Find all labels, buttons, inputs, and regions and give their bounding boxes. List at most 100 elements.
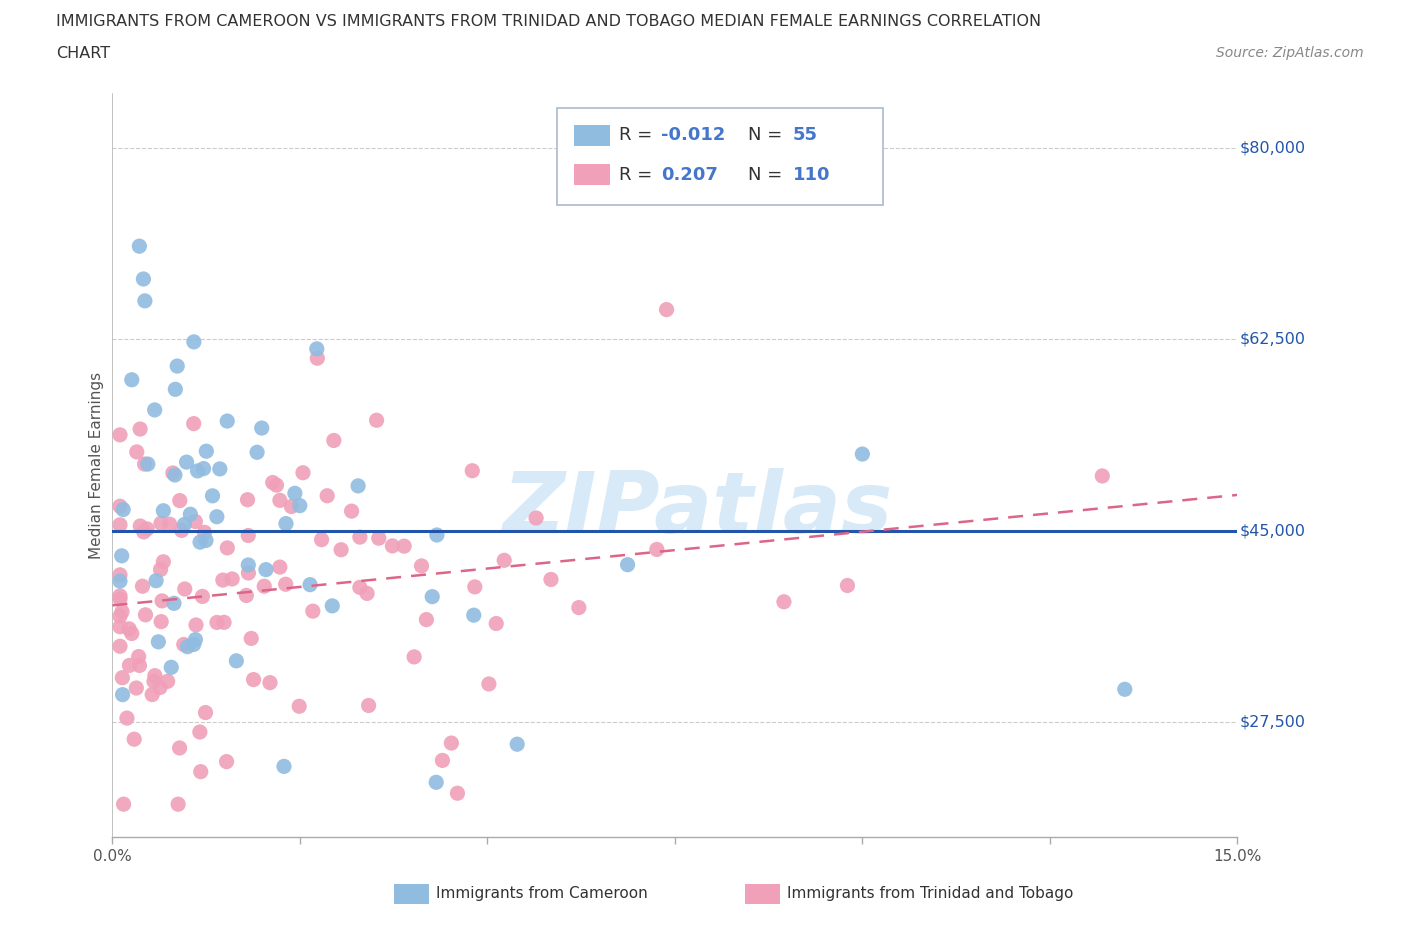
Point xyxy=(238,565,260,580)
Point xyxy=(217,540,239,555)
Point xyxy=(183,637,205,652)
Point xyxy=(134,457,156,472)
Point xyxy=(254,563,277,578)
Point xyxy=(111,604,134,619)
Point xyxy=(269,493,291,508)
Point xyxy=(108,498,131,513)
Point xyxy=(176,455,198,470)
Point xyxy=(167,797,190,812)
Point xyxy=(122,732,145,747)
Point xyxy=(221,572,243,587)
Point xyxy=(851,446,873,461)
Point xyxy=(121,372,143,387)
Point xyxy=(184,514,207,529)
Text: -0.012: -0.012 xyxy=(661,126,725,144)
Point xyxy=(253,578,276,593)
Point xyxy=(142,674,165,689)
Point xyxy=(440,736,463,751)
Point xyxy=(242,672,264,687)
Point xyxy=(208,461,231,476)
Text: R =: R = xyxy=(619,166,658,184)
Point xyxy=(163,468,186,483)
Y-axis label: Median Female Earnings: Median Female Earnings xyxy=(89,371,104,559)
Text: R =: R = xyxy=(619,126,658,144)
Bar xyxy=(574,125,610,146)
Point xyxy=(134,607,156,622)
Point xyxy=(301,604,323,618)
Point xyxy=(173,517,195,532)
Point xyxy=(236,492,259,507)
Point xyxy=(121,626,143,641)
Point xyxy=(156,674,179,689)
Point xyxy=(108,589,131,604)
Point xyxy=(404,649,426,664)
Point xyxy=(274,516,297,531)
Point xyxy=(134,294,156,309)
Point xyxy=(291,465,314,480)
Point xyxy=(262,475,284,490)
Point xyxy=(125,681,148,696)
Point xyxy=(266,478,288,493)
Point xyxy=(150,614,173,629)
Point xyxy=(163,596,186,611)
Text: IMMIGRANTS FROM CAMEROON VS IMMIGRANTS FROM TRINIDAD AND TOBAGO MEDIAN FEMALE EA: IMMIGRANTS FROM CAMEROON VS IMMIGRANTS F… xyxy=(56,14,1042,29)
Point xyxy=(411,559,433,574)
Point xyxy=(392,538,415,553)
Point xyxy=(425,775,447,790)
Point xyxy=(205,615,228,630)
Point xyxy=(111,687,134,702)
Point xyxy=(183,335,205,350)
Point xyxy=(188,724,211,739)
Point xyxy=(288,498,311,513)
Point xyxy=(347,478,370,493)
Point xyxy=(132,525,155,539)
Point xyxy=(108,517,131,532)
Point xyxy=(426,527,449,542)
Point xyxy=(280,499,302,514)
Text: 55: 55 xyxy=(793,126,818,144)
Point xyxy=(305,341,328,356)
Point xyxy=(159,517,181,532)
Point xyxy=(212,615,235,630)
Point xyxy=(187,463,209,478)
Point xyxy=(170,523,193,538)
Point xyxy=(136,457,159,472)
Point xyxy=(259,675,281,690)
Text: N =: N = xyxy=(748,126,787,144)
Point xyxy=(125,445,148,459)
Point xyxy=(415,612,437,627)
Point xyxy=(179,507,201,522)
Point xyxy=(188,535,211,550)
Point xyxy=(284,485,307,500)
Point xyxy=(349,530,371,545)
Point xyxy=(165,382,187,397)
Point xyxy=(205,510,228,525)
Point xyxy=(773,594,796,609)
Point xyxy=(132,272,155,286)
Point xyxy=(183,417,205,432)
Point xyxy=(143,403,166,418)
Point xyxy=(464,579,486,594)
Point xyxy=(446,786,468,801)
Point xyxy=(131,578,153,593)
Point xyxy=(506,737,529,751)
Point xyxy=(152,503,174,518)
Point xyxy=(616,557,638,572)
Point xyxy=(568,600,591,615)
Point xyxy=(381,538,404,553)
Point xyxy=(129,519,152,534)
Point xyxy=(311,532,333,547)
Point xyxy=(837,578,859,593)
Point xyxy=(193,461,215,476)
Point xyxy=(463,607,485,622)
Point xyxy=(152,554,174,569)
Point xyxy=(494,553,516,568)
Point xyxy=(136,522,159,537)
Point xyxy=(238,558,260,573)
Text: Immigrants from Cameroon: Immigrants from Cameroon xyxy=(436,886,648,901)
Text: CHART: CHART xyxy=(56,46,110,61)
Point xyxy=(149,562,172,577)
Text: $45,000: $45,000 xyxy=(1240,524,1306,538)
Point xyxy=(191,589,214,604)
Point xyxy=(108,619,131,634)
